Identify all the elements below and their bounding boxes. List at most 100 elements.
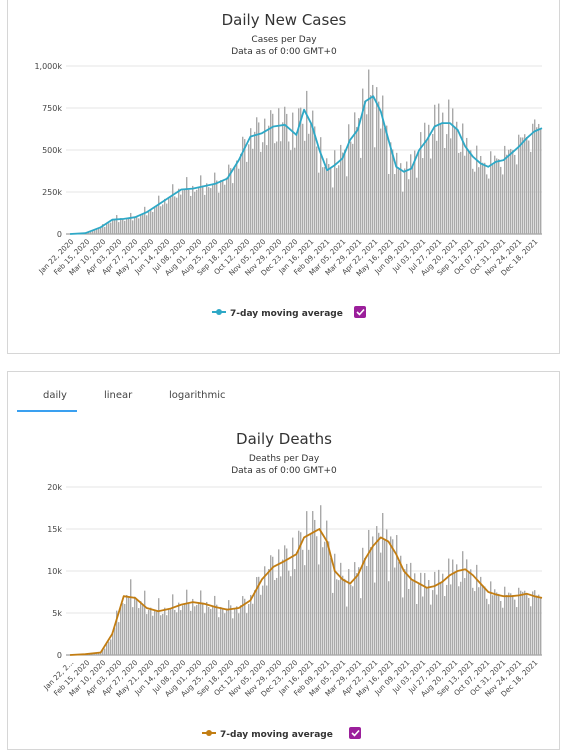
bar [318,564,319,655]
bar [262,586,263,655]
bar [300,108,301,234]
bar [238,613,239,655]
bar [540,598,541,655]
bar [384,128,385,234]
bar [200,590,201,655]
bar [318,173,319,234]
bar [350,142,351,234]
bar [138,608,139,655]
bar [346,607,347,655]
bar [104,649,105,655]
bar [186,590,187,655]
bar [286,114,287,234]
bar [506,155,507,234]
legend[interactable]: 7-day moving average [202,727,361,740]
bar [422,596,423,655]
bar [498,594,499,655]
bar [308,134,309,234]
legend[interactable]: 7-day moving average [212,306,366,319]
bar [336,579,337,655]
bar [374,583,375,655]
bar [192,599,193,655]
bar [328,541,329,655]
bar [182,190,183,234]
bar [408,589,409,655]
bar [536,127,537,234]
bar [212,184,213,234]
bar [486,174,487,234]
bar [516,164,517,234]
bar [120,218,121,234]
bar [288,571,289,655]
bar [390,142,391,234]
bar [268,126,269,234]
legend-label[interactable]: 7-day moving average [220,730,333,740]
bar [210,188,211,234]
bar [526,137,527,234]
bar [158,598,159,655]
bar [126,595,127,655]
bar [282,122,283,234]
bar [290,150,291,234]
bar [398,169,399,234]
y-tick-label: 20k [47,483,62,492]
bar [392,539,393,655]
bar [494,589,495,655]
bar [418,584,419,655]
bar [154,610,155,655]
bar [416,604,417,655]
bar [354,112,355,234]
bar [150,608,151,655]
bar [376,526,377,655]
bar [322,167,323,234]
bar [130,213,131,234]
bar [352,144,353,234]
bar [146,614,147,655]
bar [386,126,387,234]
bar [148,212,149,234]
bar [472,169,473,234]
deaths-chart-panel: daily linear logarithmic Daily Deaths De… [7,371,560,750]
bar [228,600,229,655]
bar [522,138,523,234]
bar [532,591,533,655]
bar [498,159,499,234]
chart-title: Daily Deaths [236,430,332,448]
bar [482,163,483,234]
y-tick-label: 0 [57,230,62,239]
bar [470,569,471,655]
bar [388,174,389,234]
bar [274,143,275,234]
bar [152,212,153,234]
bar [450,138,451,234]
bar [416,178,417,234]
bar [302,124,303,234]
bar [180,195,181,234]
legend-checkbox[interactable] [349,727,361,739]
bar [230,168,231,234]
bar [126,218,127,234]
bar [194,192,195,234]
bar [202,602,203,655]
bar [280,576,281,655]
bar [140,601,141,655]
bar [370,547,371,655]
bar [122,220,123,234]
chart-subtitle: Deaths per Day [249,454,320,464]
cases-chart: Daily New Cases Cases per Day Data as of… [8,0,561,354]
bar [314,126,315,234]
bar [536,596,537,655]
bar [258,122,259,234]
bar [336,168,337,234]
legend-label[interactable]: 7-day moving average [230,309,343,319]
bar [412,581,413,655]
bar [402,192,403,234]
bar [192,186,193,234]
bar [534,119,535,234]
bar [432,134,433,234]
bar [386,529,387,655]
bar [272,557,273,655]
bar [478,587,479,655]
legend-checkbox[interactable] [354,306,366,318]
bar [492,165,493,234]
